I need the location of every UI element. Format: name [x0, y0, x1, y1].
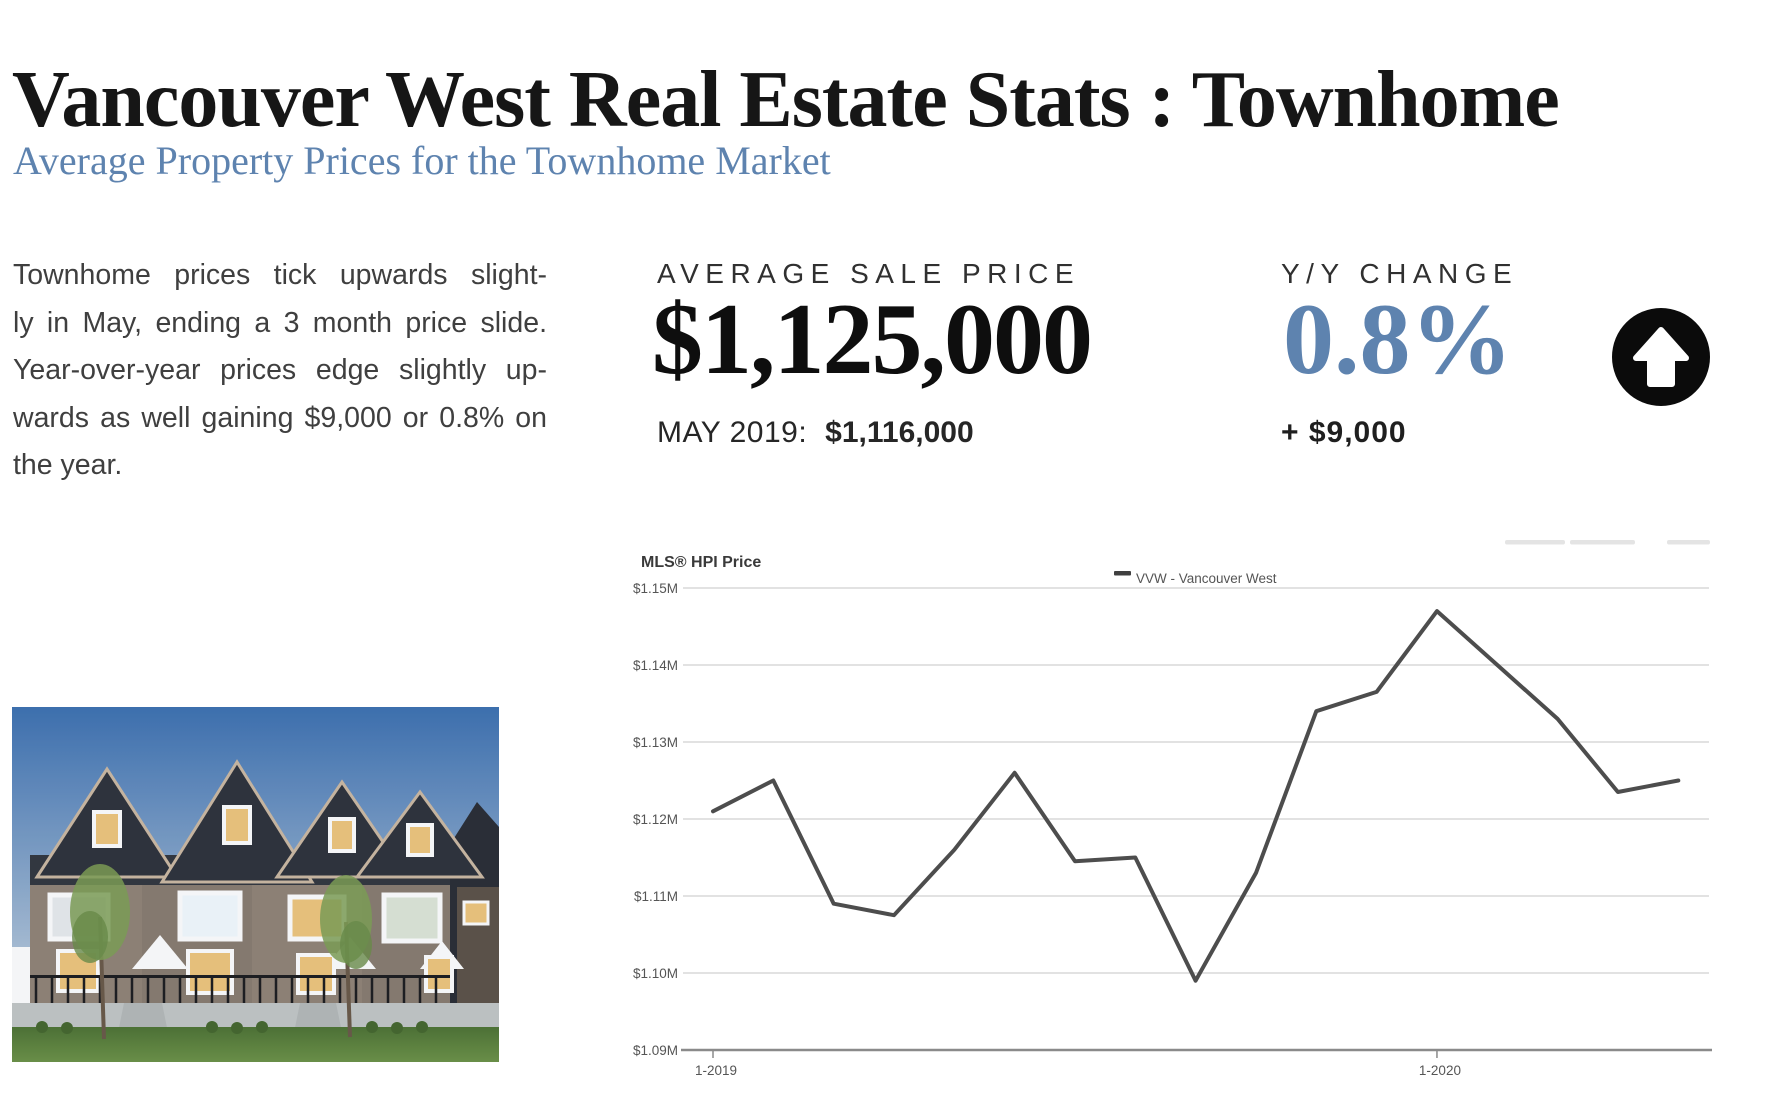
y-axis-tick-label: $1.12M: [633, 812, 678, 827]
yoy-change-delta: + $9,000: [1281, 416, 1407, 449]
page-subtitle: Average Property Prices for the Townhome…: [13, 138, 831, 184]
arrow-up-circle-icon: [1612, 308, 1710, 406]
tree: [320, 875, 372, 1038]
y-axis-tick-label: $1.11M: [634, 889, 678, 904]
chart-y-axis-labels: $1.15M $1.14M $1.13M $1.12M $1.11M $1.10M $1.0…: [633, 581, 678, 1058]
chart-x-axis: 1-2019 1-2020: [695, 1050, 1461, 1078]
placeholder-bar: [1667, 540, 1710, 545]
prior-year-comparison: MAY 2019: $1,116,000: [657, 416, 974, 450]
chart-title: MLS® HPI Price: [641, 554, 761, 571]
placeholder-bar: [1505, 540, 1565, 545]
townhome-photo: [12, 707, 499, 1062]
intro-line: wards as well gaining $9,000 or 0.8% on: [13, 401, 547, 434]
intro-line: Year-over-year prices edge slightly up-: [13, 354, 547, 386]
yoy-change-value: 0.8%: [1283, 283, 1513, 396]
chart-toolbar-placeholders: [1505, 540, 1710, 545]
placeholder-bar: [1570, 540, 1635, 545]
chart-series-line: [711, 609, 1681, 983]
tree: [70, 864, 130, 1040]
average-sale-price-value: $1,125,000: [652, 283, 1093, 396]
prior-year-value: $1,116,000: [825, 416, 974, 449]
chart-legend[interactable]: VVW - Vancouver West: [1114, 571, 1277, 586]
prior-year-label: MAY 2019:: [657, 416, 808, 449]
intro-line: ly in May, ending a 3 month price slide.: [13, 306, 547, 339]
legend-dash-icon: [1114, 571, 1131, 576]
average-sale-price-label: AVERAGE SALE PRICE: [657, 258, 1081, 289]
x-axis-tick-label: 1-2020: [1419, 1063, 1461, 1078]
y-axis-tick-label: $1.09M: [633, 1043, 678, 1058]
y-axis-tick-label: $1.14M: [633, 658, 678, 673]
yoy-change-label: Y/Y CHANGE: [1281, 258, 1519, 289]
y-axis-tick-label: $1.15M: [633, 581, 678, 596]
y-axis-tick-label: $1.13M: [633, 735, 678, 750]
y-axis-tick-label: $1.10M: [633, 966, 678, 981]
page-title: Vancouver West Real Estate Stats : Townh…: [12, 55, 1560, 144]
intro-line: the year.: [13, 449, 123, 481]
intro-line: Townhome prices tick upwards slight-: [13, 259, 547, 291]
legend-series-label: VVW - Vancouver West: [1136, 571, 1277, 586]
intro-paragraph: Townhome prices tick upwards slight-ly i…: [13, 252, 547, 490]
chart-gridlines: [681, 587, 1712, 1052]
up-arrow-glyph: [1633, 327, 1689, 387]
x-axis-tick-label: 1-2019: [695, 1063, 737, 1078]
